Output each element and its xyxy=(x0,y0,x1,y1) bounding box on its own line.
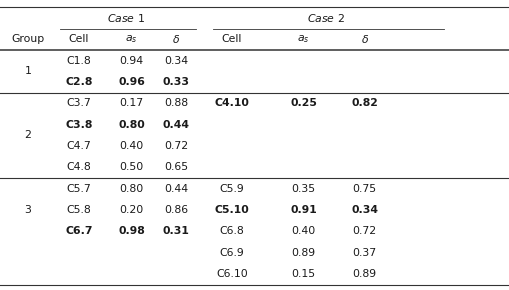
Text: C6.7: C6.7 xyxy=(65,226,93,236)
Text: 0.89: 0.89 xyxy=(352,269,376,279)
Text: 0.40: 0.40 xyxy=(291,226,315,236)
Text: C2.8: C2.8 xyxy=(65,77,93,87)
Text: 0.72: 0.72 xyxy=(163,141,188,151)
Text: 0.31: 0.31 xyxy=(162,226,189,236)
Text: C5.10: C5.10 xyxy=(214,205,249,215)
Text: 2: 2 xyxy=(24,130,32,140)
Text: C5.9: C5.9 xyxy=(219,184,244,194)
Text: $\delta$: $\delta$ xyxy=(172,33,180,45)
Text: 0.94: 0.94 xyxy=(119,56,144,66)
Text: 0.65: 0.65 xyxy=(163,162,188,172)
Text: Cell: Cell xyxy=(221,34,242,44)
Text: C4.7: C4.7 xyxy=(67,141,91,151)
Text: C6.9: C6.9 xyxy=(219,248,244,258)
Text: 0.89: 0.89 xyxy=(291,248,315,258)
Text: 0.44: 0.44 xyxy=(163,184,188,194)
Text: $\mathit{Case\ 2}$: $\mathit{Case\ 2}$ xyxy=(307,12,345,24)
Text: 0.25: 0.25 xyxy=(290,98,316,108)
Text: Cell: Cell xyxy=(69,34,89,44)
Text: $\delta$: $\delta$ xyxy=(360,33,368,45)
Text: 0.88: 0.88 xyxy=(163,98,188,108)
Text: $a_s$: $a_s$ xyxy=(297,33,309,45)
Text: 0.35: 0.35 xyxy=(291,184,315,194)
Text: 0.50: 0.50 xyxy=(119,162,144,172)
Text: 0.34: 0.34 xyxy=(163,56,188,66)
Text: 0.33: 0.33 xyxy=(162,77,189,87)
Text: 0.80: 0.80 xyxy=(118,120,145,130)
Text: C4.10: C4.10 xyxy=(214,98,249,108)
Text: 0.72: 0.72 xyxy=(352,226,376,236)
Text: 0.34: 0.34 xyxy=(351,205,377,215)
Text: C3.7: C3.7 xyxy=(67,98,91,108)
Text: 0.44: 0.44 xyxy=(162,120,189,130)
Text: Group: Group xyxy=(11,34,45,44)
Text: C5.8: C5.8 xyxy=(67,205,91,215)
Text: 0.82: 0.82 xyxy=(351,98,377,108)
Text: 1: 1 xyxy=(24,66,32,76)
Text: $\mathit{Case\ 1}$: $\mathit{Case\ 1}$ xyxy=(107,12,145,24)
Text: 0.15: 0.15 xyxy=(291,269,315,279)
Text: 3: 3 xyxy=(24,205,32,215)
Text: 0.40: 0.40 xyxy=(119,141,144,151)
Text: C1.8: C1.8 xyxy=(67,56,91,66)
Text: 0.91: 0.91 xyxy=(290,205,316,215)
Text: 0.80: 0.80 xyxy=(119,184,144,194)
Text: 0.20: 0.20 xyxy=(119,205,144,215)
Text: C5.7: C5.7 xyxy=(67,184,91,194)
Text: $a_s$: $a_s$ xyxy=(125,33,137,45)
Text: C4.8: C4.8 xyxy=(67,162,91,172)
Text: 0.86: 0.86 xyxy=(163,205,188,215)
Text: 0.37: 0.37 xyxy=(352,248,376,258)
Text: C6.10: C6.10 xyxy=(216,269,247,279)
Text: C3.8: C3.8 xyxy=(65,120,93,130)
Text: 0.17: 0.17 xyxy=(119,98,144,108)
Text: 0.75: 0.75 xyxy=(352,184,376,194)
Text: 0.96: 0.96 xyxy=(118,77,145,87)
Text: 0.98: 0.98 xyxy=(118,226,145,236)
Text: C6.8: C6.8 xyxy=(219,226,244,236)
